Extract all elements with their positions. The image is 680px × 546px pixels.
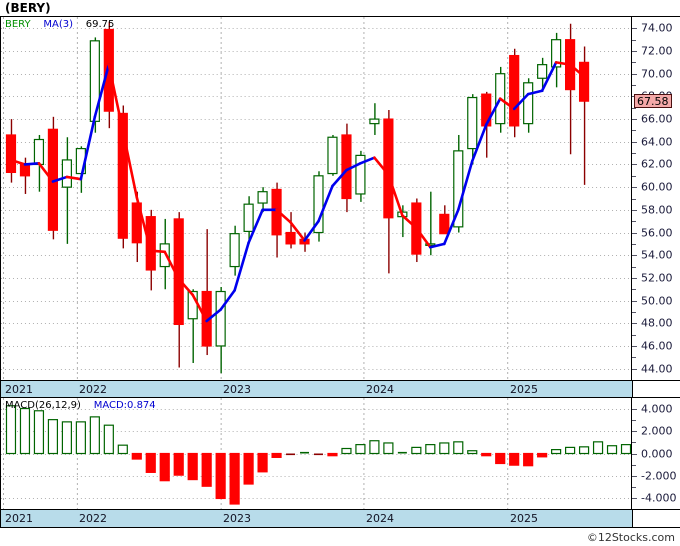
macd-legend: MACD(26,12,9) MACD:0.874 [5, 400, 156, 411]
year-label: 2022 [79, 512, 107, 525]
price-tick-mark [632, 323, 637, 325]
macd-tick-mark [632, 431, 637, 433]
year-label: 2023 [223, 383, 251, 396]
price-tick-mark [632, 164, 637, 166]
date-axis-price-corner [632, 380, 680, 398]
price-tick-label: 46.00 [641, 339, 673, 353]
price-tick-label: 54.00 [641, 248, 673, 262]
price-tick-mark [632, 119, 637, 121]
legend-ma-label: MA(3) [43, 19, 73, 30]
price-legend: BERY MA(3) 69.75 [5, 19, 114, 30]
candlestick-series [5, 21, 590, 374]
macd-tick-label: 4.000 [641, 402, 673, 416]
price-tick-label: 58.00 [641, 203, 673, 217]
macd-legend-name: MACD(26,12,9) [5, 400, 81, 411]
price-tick-label: 66.00 [641, 112, 673, 126]
macd-tick-label: 2.000 [641, 424, 673, 438]
price-tick-minor [632, 130, 636, 132]
price-tick-mark [632, 255, 637, 257]
macd-tick-label: 0.000 [641, 447, 673, 460]
price-tick-label: 56.00 [641, 226, 673, 240]
price-tick-mark [632, 232, 637, 234]
price-tick-minor [632, 39, 636, 41]
year-label: 2025 [510, 512, 538, 525]
date-axis-price: 2021 2022 2023 2024 2025 [1, 380, 632, 398]
year-label: 2022 [79, 383, 107, 396]
price-tick-label: 60.00 [641, 180, 673, 194]
price-tick-mark [632, 345, 637, 347]
price-tick-mark [632, 209, 637, 211]
macd-tick-label: -2.000 [641, 469, 677, 483]
price-tick-mark [632, 187, 637, 189]
price-tick-minor [632, 153, 636, 155]
macd-axis: 4.000 2.000 0.000 -2.000 -4.000 [632, 398, 680, 509]
macd-legend-value: MACD:0.874 [93, 400, 156, 411]
price-tick-minor [632, 311, 636, 313]
price-tick-minor [632, 175, 636, 177]
date-axis-macd: 2021 2022 2023 2024 2025 [1, 509, 632, 527]
macd-tick-minor [632, 420, 636, 422]
date-axis-macd-corner [632, 509, 680, 527]
price-tick-minor [632, 85, 636, 87]
price-tick-minor [632, 243, 636, 245]
page-title: (BERY) [5, 1, 51, 15]
year-label: 2024 [366, 512, 394, 525]
macd-tick-minor [632, 486, 636, 488]
year-label: 2025 [510, 383, 538, 396]
watermark: ©12Stocks.com [586, 531, 675, 544]
price-tick-minor [632, 198, 636, 200]
price-tick-label: 70.00 [641, 67, 673, 81]
price-tick-label: 72.00 [641, 44, 673, 58]
price-tick-mark [632, 73, 637, 75]
price-tick-mark [632, 141, 637, 143]
price-axis: 67.58 74.0072.0070.0068.0066.0064.0062.0… [632, 17, 680, 380]
macd-tick-mark [632, 475, 637, 477]
macd-tick-mark [632, 453, 637, 455]
price-tick-minor [632, 107, 636, 109]
year-label: 2023 [223, 512, 251, 525]
year-label: 2021 [5, 383, 33, 396]
current-price-marker: 67.58 [634, 94, 672, 109]
price-tick-mark [632, 300, 637, 302]
year-label: 2021 [5, 512, 33, 525]
title-bar: (BERY) [0, 0, 680, 17]
price-tick-label: 50.00 [641, 294, 673, 308]
price-gridlines [1, 17, 631, 380]
macd-histogram-series [5, 405, 631, 505]
price-tick-minor [632, 289, 636, 291]
price-tick-minor [632, 221, 636, 223]
price-tick-label: 52.00 [641, 271, 673, 285]
price-tick-label: 74.00 [641, 21, 673, 35]
price-tick-mark [632, 368, 637, 370]
price-tick-label: 48.00 [641, 316, 673, 330]
macd-tick-minor [632, 464, 636, 466]
price-tick-minor [632, 357, 636, 359]
legend-ma-value: 69.75 [85, 19, 115, 30]
macd-plot-area[interactable]: MACD(26,12,9) MACD:0.874 [1, 398, 632, 509]
price-tick-label: 44.00 [641, 362, 673, 376]
price-tick-minor [632, 62, 636, 64]
chart-frame: BERY MA(3) 69.75 67.58 74.0072.0070.0068… [0, 16, 680, 528]
price-tick-mark [632, 51, 637, 53]
legend-symbol: BERY [5, 19, 31, 30]
macd-tick-label: -4.000 [641, 491, 677, 505]
macd-tick-mark [632, 409, 637, 411]
macd-tick-mark [632, 497, 637, 499]
price-plot-area[interactable]: BERY MA(3) 69.75 [1, 17, 632, 380]
price-tick-label: 62.00 [641, 157, 673, 171]
price-tick-mark [632, 277, 637, 279]
macd-tick-minor [632, 442, 636, 444]
price-tick-label: 64.00 [641, 135, 673, 149]
price-tick-minor [632, 334, 636, 336]
price-tick-mark [632, 28, 637, 30]
price-tick-minor [632, 266, 636, 268]
year-label: 2024 [366, 383, 394, 396]
